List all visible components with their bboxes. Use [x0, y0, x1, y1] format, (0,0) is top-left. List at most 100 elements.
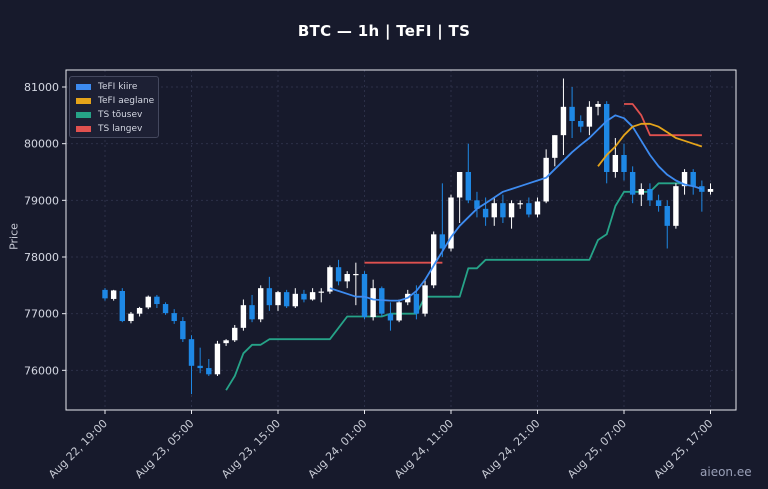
- candle-up: [431, 234, 437, 286]
- tefi-fast-line: [329, 114, 703, 302]
- candle-up: [543, 157, 549, 202]
- candle-up: [707, 189, 714, 192]
- watermark: aieon.ee: [700, 465, 752, 479]
- plot-frame: [65, 69, 737, 411]
- y-tick-label: 79000: [24, 194, 59, 207]
- candle-down: [266, 288, 273, 306]
- y-tick-label: 81000: [24, 81, 59, 94]
- candle-down: [387, 313, 394, 321]
- candle-down: [154, 296, 160, 305]
- candle-up: [136, 308, 143, 314]
- candle-up: [508, 203, 515, 218]
- candle-up: [612, 155, 619, 172]
- candle-down: [361, 274, 368, 318]
- legend-item-tefi-fast: TeFI kiire: [76, 81, 137, 93]
- candle-down: [629, 172, 636, 195]
- candle-down: [301, 293, 307, 300]
- candle-down: [647, 189, 653, 201]
- candle-down: [474, 200, 480, 209]
- x-tick-label: Aug 24, 11:00: [392, 417, 456, 481]
- x-tick-label: Aug 23, 05:00: [133, 417, 197, 481]
- candle-down: [500, 203, 506, 218]
- ts-down-line: [624, 103, 702, 137]
- candle-down: [655, 200, 662, 206]
- legend-label: TeFI kiire: [98, 82, 138, 92]
- candle-up: [517, 203, 523, 205]
- candle-down: [119, 291, 125, 322]
- trailing-stop-lines: [225, 103, 702, 391]
- y-tick-label: 77000: [24, 308, 59, 321]
- candle-up: [396, 302, 402, 321]
- candle-up: [258, 288, 264, 320]
- candle-down: [180, 321, 186, 340]
- candle-up: [344, 274, 350, 282]
- ts-up-line: [225, 182, 685, 391]
- candle-up: [309, 292, 316, 300]
- candle-down: [188, 339, 195, 366]
- legend-label: TeFI aeglane: [98, 96, 155, 106]
- candle-down: [604, 104, 610, 172]
- candle-up: [534, 201, 541, 215]
- candle-down: [690, 172, 696, 187]
- candle-up: [318, 291, 324, 293]
- candle-up: [586, 106, 593, 127]
- y-axis-ticks: 76000 77000 78000 79000 80000 81000: [24, 81, 66, 377]
- candle-up: [110, 290, 117, 299]
- legend-label: TS tõusev: [98, 110, 143, 120]
- x-tick-label: Aug 22, 19:00: [46, 417, 110, 481]
- y-tick-label: 76000: [24, 364, 59, 377]
- chart-title: BTC — 1h | TeFI | TS: [297, 22, 471, 40]
- candle-down: [664, 206, 670, 226]
- candle-down: [206, 368, 212, 375]
- candle-down: [569, 106, 575, 121]
- x-tick-label: Aug 23, 15:00: [219, 417, 283, 481]
- candle-down: [335, 267, 342, 282]
- candle-down: [482, 208, 489, 218]
- x-tick-label: Aug 25, 07:00: [565, 417, 629, 481]
- legend-swatch: [76, 126, 91, 132]
- candle-up: [681, 172, 688, 187]
- legend-item-tefi-slow: TeFI aeglane: [76, 95, 154, 107]
- candle-up: [275, 292, 281, 306]
- candle-up: [145, 296, 151, 308]
- candle-up: [292, 293, 298, 307]
- tefi-lines: [329, 114, 703, 302]
- candle-up: [552, 135, 558, 158]
- legend-item-ts-up: TS tõusev: [76, 109, 142, 121]
- candle-up: [638, 189, 644, 195]
- grid-lines: [66, 70, 736, 410]
- candle-up: [214, 343, 221, 375]
- x-axis-ticks: Aug 22, 19:00 Aug 23, 05:00 Aug 23, 15:00 A…: [46, 410, 716, 481]
- legend-swatch: [76, 84, 91, 90]
- legend: TeFI kiire TeFI aeglane TS tõusev TS lan…: [69, 76, 159, 138]
- candle-up: [422, 285, 428, 314]
- candle-down: [283, 292, 290, 307]
- candle-up: [673, 186, 679, 226]
- candle-down: [413, 293, 420, 314]
- candle-down: [621, 155, 627, 172]
- candle-up: [353, 274, 359, 276]
- x-tick-label: Aug 24, 01:00: [306, 417, 370, 481]
- legend-swatch: [76, 98, 91, 104]
- legend-item-ts-down: TS langev: [76, 123, 142, 135]
- candle-down: [439, 234, 446, 249]
- candle-down: [249, 305, 255, 320]
- candle-down: [578, 121, 584, 127]
- candle-up: [370, 288, 376, 318]
- candle-down: [197, 365, 203, 369]
- candle-down: [102, 289, 108, 299]
- candle-down: [171, 313, 177, 322]
- candle-down: [162, 304, 169, 314]
- candle-up: [232, 327, 238, 341]
- candle-down: [465, 172, 471, 201]
- candles: [102, 78, 714, 395]
- candle-up: [223, 340, 229, 344]
- candle-up: [448, 197, 454, 249]
- x-tick-label: Aug 24, 21:00: [479, 417, 543, 481]
- legend-label: TS langev: [98, 124, 143, 134]
- candle-up: [128, 313, 134, 322]
- legend-swatch: [76, 112, 91, 118]
- candle-up: [327, 267, 333, 292]
